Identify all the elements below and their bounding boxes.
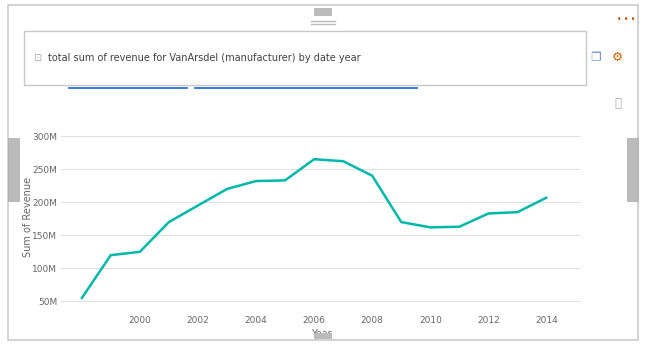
Bar bbox=[314, 8, 332, 16]
Text: ⊡: ⊡ bbox=[34, 53, 41, 63]
X-axis label: Year: Year bbox=[311, 329, 331, 339]
Bar bbox=[627, 138, 638, 201]
Text: ⚙: ⚙ bbox=[612, 51, 623, 64]
Text: • • •: • • • bbox=[618, 15, 636, 24]
Bar bbox=[314, 333, 332, 339]
Text: ❐: ❐ bbox=[590, 51, 601, 64]
Text: total sum of revenue for VanArsdel (manufacturer) by date year: total sum of revenue for VanArsdel (manu… bbox=[48, 53, 361, 63]
Bar bbox=[8, 138, 19, 201]
Text: ⓘ: ⓘ bbox=[614, 97, 621, 110]
Bar bbox=[24, 31, 586, 85]
Y-axis label: Sum of Revenue: Sum of Revenue bbox=[23, 177, 33, 257]
